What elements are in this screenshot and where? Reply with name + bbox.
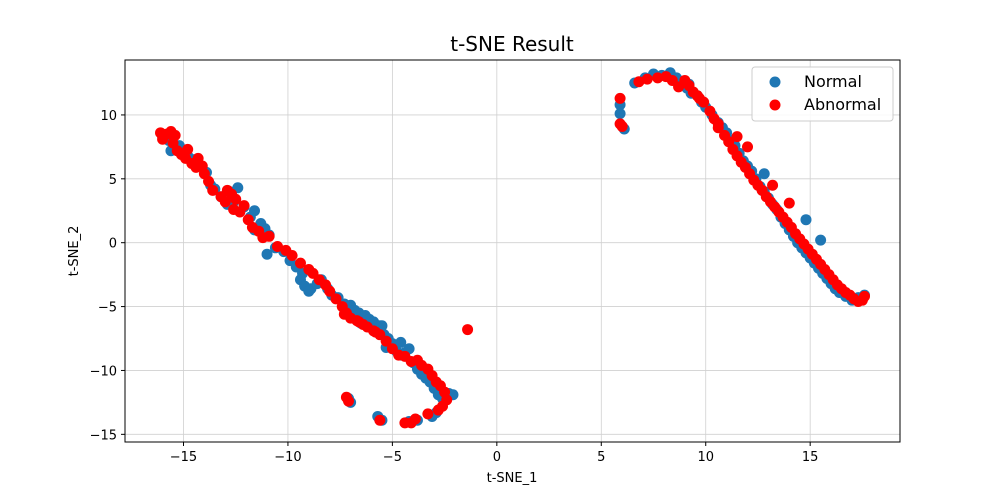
point-abnormal bbox=[207, 184, 219, 196]
point-abnormal bbox=[641, 73, 653, 85]
point-abnormal bbox=[633, 76, 645, 88]
legend: Normal Abnormal bbox=[751, 66, 894, 122]
point-abnormal bbox=[462, 324, 474, 336]
point-abnormal bbox=[858, 290, 870, 302]
point-abnormal bbox=[294, 257, 306, 269]
point-abnormal bbox=[353, 316, 365, 328]
point-normal bbox=[261, 248, 273, 260]
data-points bbox=[155, 67, 870, 429]
chart-title: t-SNE Result bbox=[450, 32, 574, 56]
x-tick-label: 0 bbox=[493, 450, 501, 465]
point-normal bbox=[614, 108, 626, 120]
x-tick-label: 10 bbox=[697, 450, 714, 465]
point-abnormal bbox=[374, 414, 386, 426]
point-abnormal bbox=[380, 335, 392, 347]
y-tick-label: 5 bbox=[109, 173, 117, 188]
point-normal bbox=[395, 336, 407, 348]
point-abnormal bbox=[422, 408, 434, 420]
point-abnormal bbox=[432, 404, 444, 416]
point-abnormal bbox=[343, 395, 355, 407]
point-normal bbox=[303, 285, 315, 297]
point-abnormal bbox=[182, 143, 194, 155]
point-normal bbox=[800, 214, 812, 226]
x-axis-ticks: −15 −10 −5 0 5 10 15 bbox=[170, 442, 819, 465]
x-tick-label: 5 bbox=[597, 450, 605, 465]
x-tick-label: −5 bbox=[383, 450, 402, 465]
point-normal bbox=[249, 205, 261, 217]
point-abnormal bbox=[219, 196, 231, 208]
point-abnormal bbox=[399, 417, 411, 429]
point-normal bbox=[815, 234, 827, 246]
point-abnormal bbox=[338, 308, 350, 320]
x-tick-label: −10 bbox=[274, 450, 301, 465]
y-tick-label: −10 bbox=[90, 364, 117, 379]
y-tick-label: 0 bbox=[109, 237, 117, 252]
point-abnormal bbox=[731, 131, 743, 143]
x-tick-label: −15 bbox=[170, 450, 197, 465]
point-abnormal bbox=[652, 72, 664, 84]
point-abnormal bbox=[203, 175, 215, 187]
point-abnormal bbox=[409, 413, 421, 425]
point-normal bbox=[758, 168, 770, 180]
y-tick-label: 10 bbox=[100, 109, 117, 124]
point-abnormal bbox=[614, 92, 626, 104]
point-abnormal bbox=[691, 90, 703, 102]
point-abnormal bbox=[238, 200, 250, 212]
legend-marker-abnormal bbox=[769, 99, 781, 111]
legend-label-abnormal: Abnormal bbox=[804, 95, 881, 114]
point-abnormal bbox=[271, 241, 283, 253]
point-abnormal bbox=[742, 141, 754, 153]
x-tick-label: 15 bbox=[802, 450, 819, 465]
legend-label-normal: Normal bbox=[804, 72, 862, 91]
y-tick-label: −5 bbox=[98, 301, 117, 316]
point-abnormal bbox=[230, 193, 242, 205]
point-abnormal bbox=[330, 293, 342, 305]
point-abnormal bbox=[286, 249, 298, 261]
plot-frame bbox=[124, 59, 901, 443]
point-abnormal bbox=[324, 285, 336, 297]
y-axis-ticks: −15 −10 −5 0 5 10 bbox=[90, 109, 125, 443]
point-abnormal bbox=[783, 197, 795, 209]
y-tick-label: −15 bbox=[90, 428, 117, 443]
point-abnormal bbox=[616, 120, 628, 132]
point-abnormal bbox=[370, 326, 382, 338]
legend-marker-normal bbox=[769, 76, 781, 88]
point-abnormal bbox=[263, 230, 275, 242]
x-axis-label: t-SNE_1 bbox=[487, 471, 538, 486]
legend-box bbox=[751, 66, 894, 122]
point-abnormal bbox=[767, 179, 779, 191]
point-abnormal bbox=[712, 118, 724, 130]
series-abnormal bbox=[155, 71, 870, 429]
y-axis-label: t-SNE_2 bbox=[67, 226, 82, 277]
